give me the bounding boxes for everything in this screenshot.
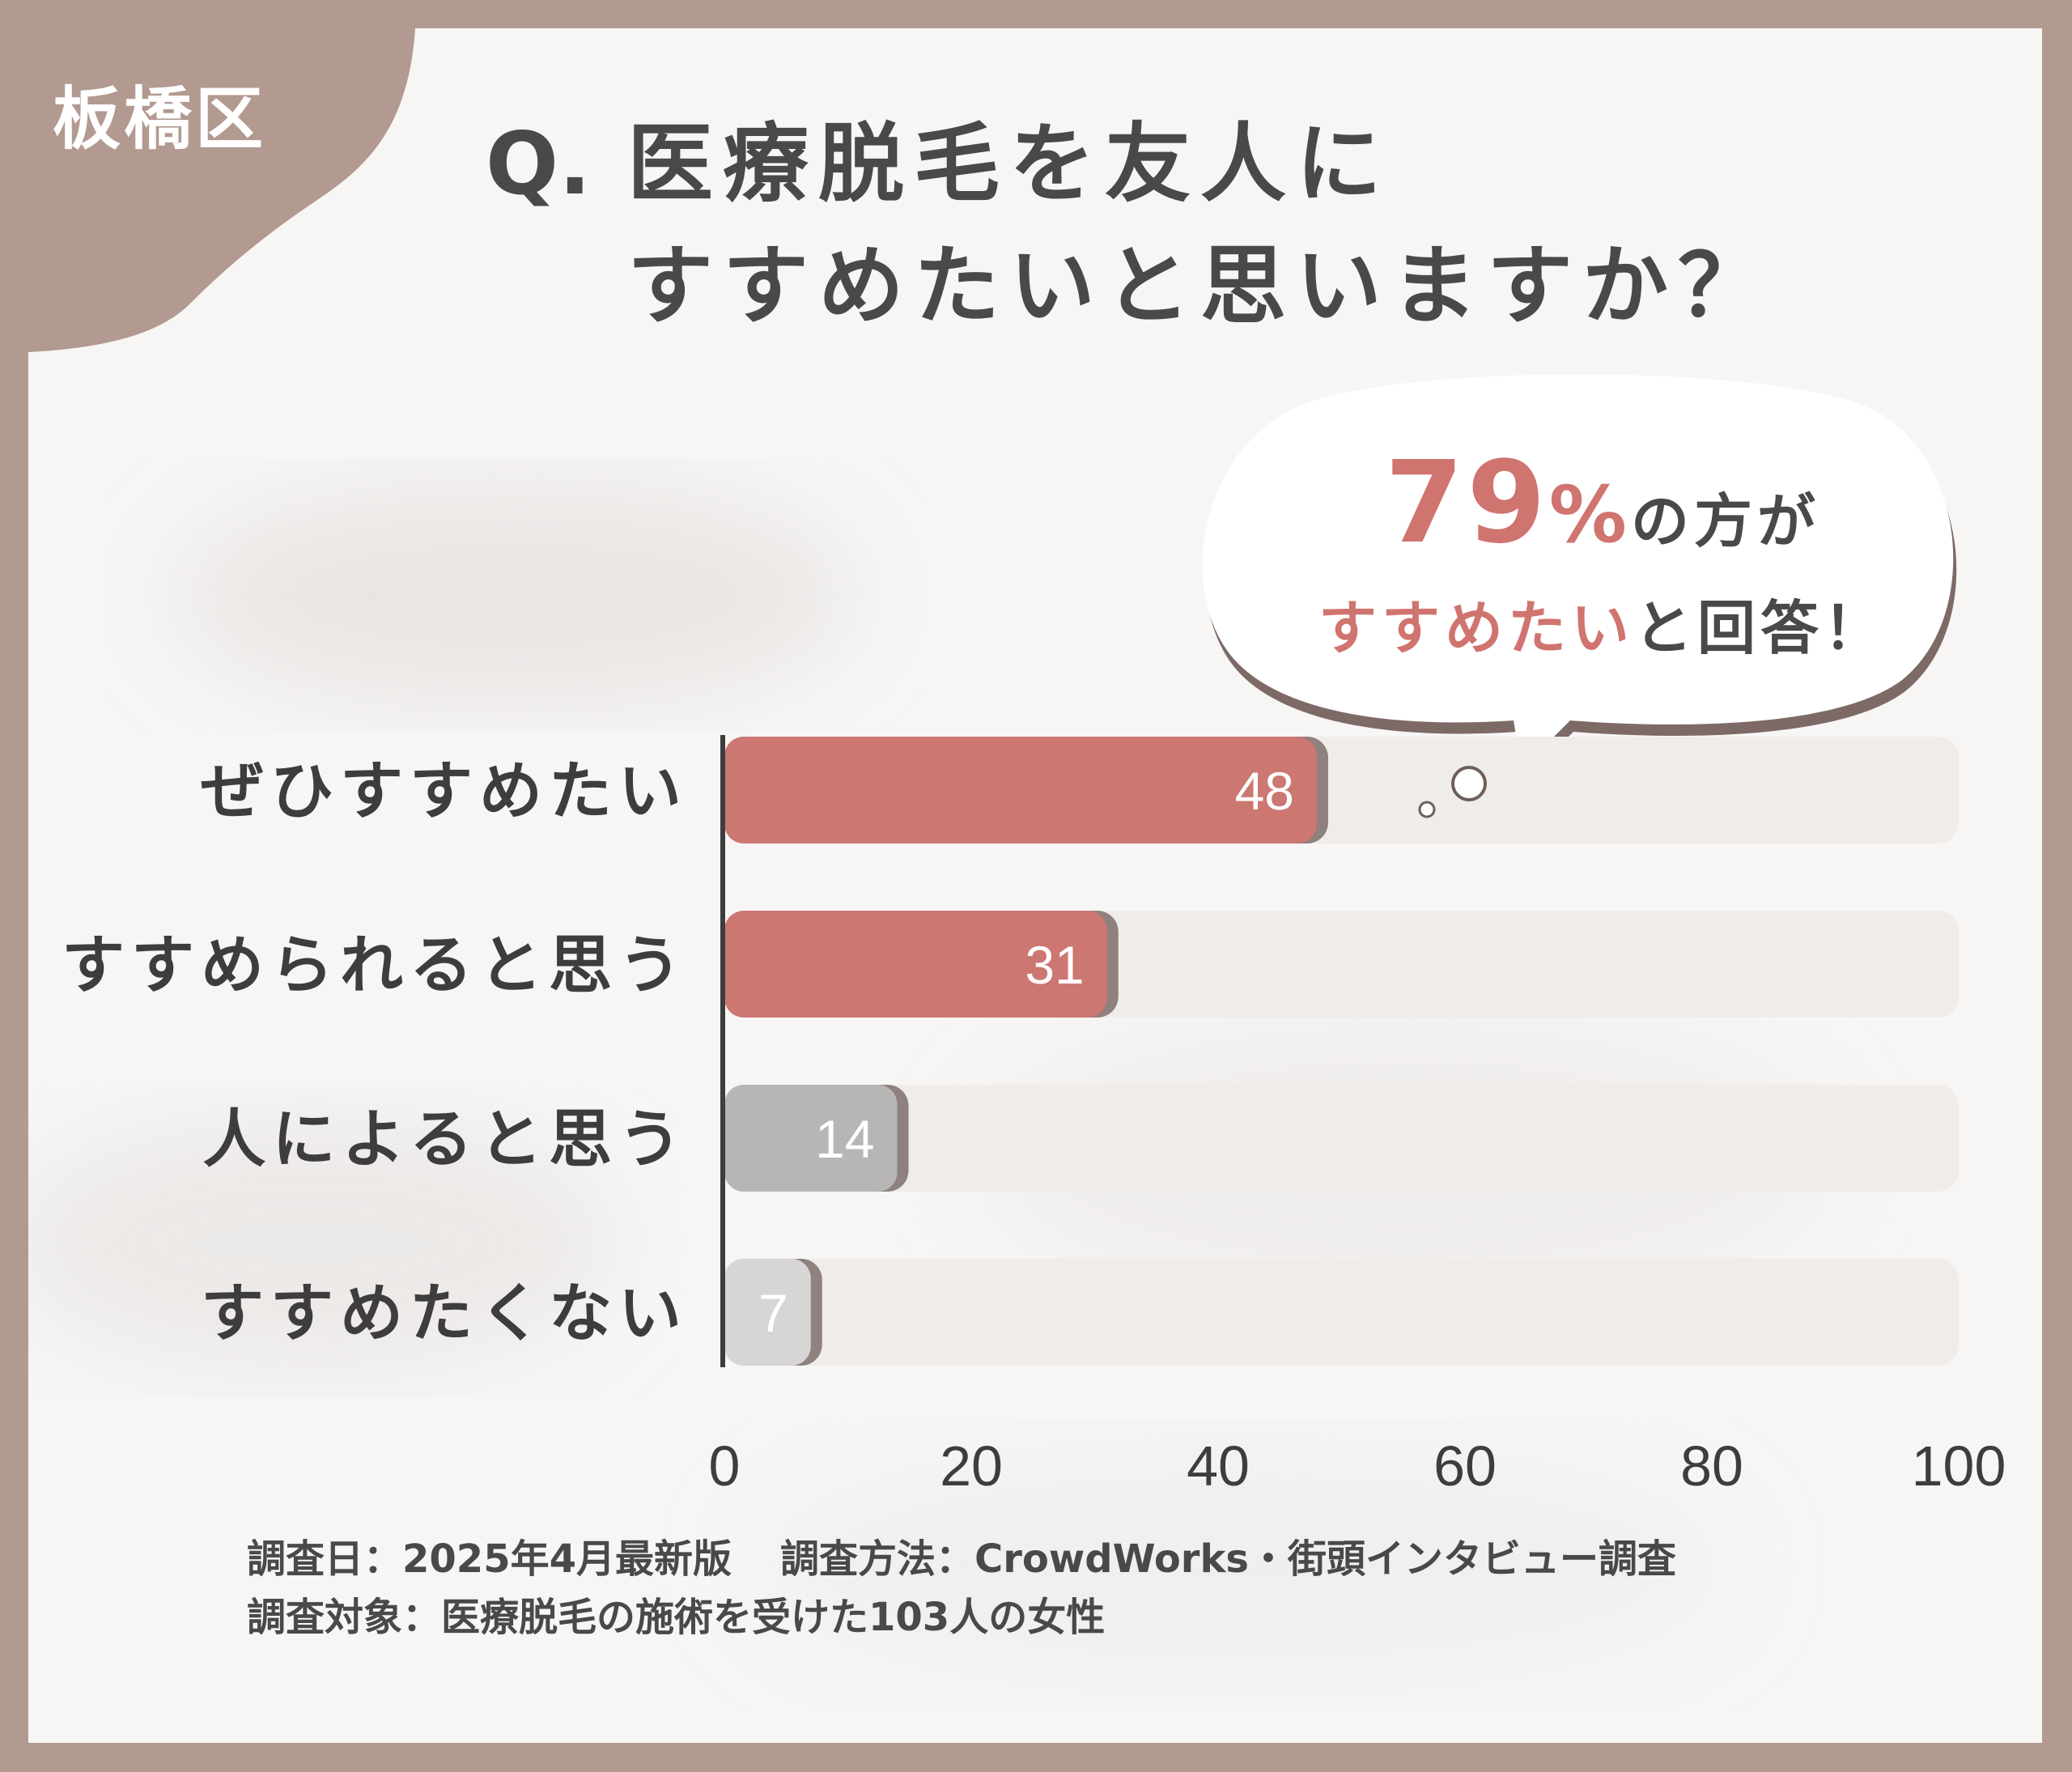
callout-highlight: すすめたい (1318, 594, 1634, 662)
callout-text: 79% の方が すすめたいと回答！ (1295, 437, 1910, 665)
survey-date: 調査日：2025年4月最新版 (247, 1536, 732, 1582)
category-label: すすめられると思う (62, 929, 688, 1002)
callout-dot-large (1451, 766, 1487, 801)
speech-bubble (1202, 374, 1957, 780)
callout-number: 79 (1384, 437, 1549, 569)
y-axis-line (720, 735, 725, 1367)
category-label: 人によると思う (202, 1103, 688, 1176)
bar (724, 737, 1317, 844)
x-tick-label: 0 (709, 1434, 741, 1498)
bar (724, 1259, 811, 1366)
x-tick-label: 100 (1912, 1434, 2006, 1498)
bar-track (724, 1085, 1959, 1192)
bar-value-label: 14 (815, 1109, 874, 1169)
callout-dot-small (1418, 801, 1436, 818)
x-tick-label: 40 (1187, 1434, 1250, 1498)
callout-rest-2: と回答！ (1634, 594, 1887, 662)
bar-value-label: 31 (1025, 935, 1084, 995)
bar (724, 911, 1107, 1018)
question-title: Q. 医療脱毛を友人に すすめたいと思いますか？ (486, 121, 1773, 329)
bar-value-label: 48 (1235, 761, 1294, 821)
x-tick-label: 20 (940, 1434, 1003, 1498)
question-line-1: 医療脱毛を友人に (627, 114, 1391, 214)
region-label: 板橋区 (53, 79, 267, 159)
category-label: ぜひすすめたい (201, 755, 688, 828)
survey-method: 調査方法：CrowdWorks・街頭インタビュー調査 (780, 1536, 1676, 1582)
callout-percent: % (1548, 470, 1627, 560)
region-tab-shape (28, 28, 415, 352)
callout-rest-1: の方が (1631, 487, 1821, 555)
survey-target: 調査対象：医療脱毛の施術を受けた103人の女性 (247, 1595, 1106, 1640)
bar-track (724, 1259, 1959, 1366)
x-tick-label: 80 (1680, 1434, 1743, 1498)
bar (724, 1085, 898, 1192)
x-tick-label: 60 (1433, 1434, 1497, 1498)
question-line-2: すすめたいと思いますか？ (627, 236, 1773, 336)
survey-footer: 調査日：2025年4月最新版 調査方法：CrowdWorks・街頭インタビュー調査… (247, 1530, 1676, 1647)
bar-value-label: 7 (758, 1283, 788, 1343)
question-prefix: Q. (486, 114, 592, 214)
category-label: すすめたくない (201, 1277, 688, 1350)
